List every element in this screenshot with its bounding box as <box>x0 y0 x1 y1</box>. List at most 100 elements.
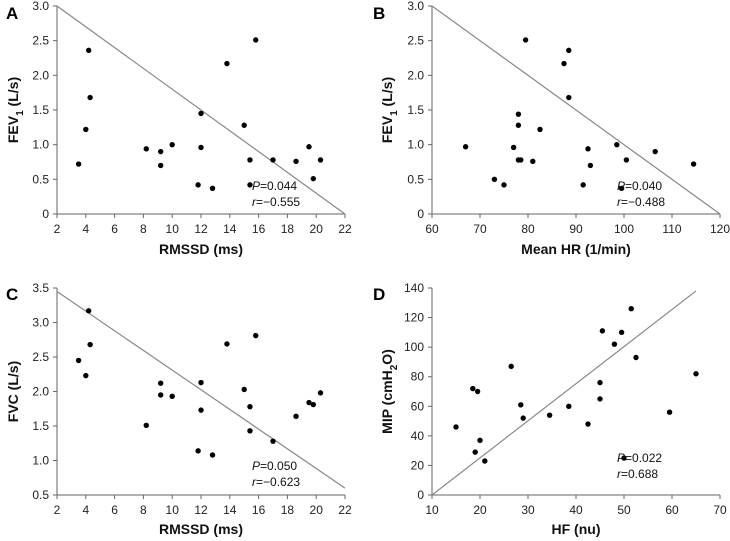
data-point <box>306 399 312 406</box>
data-point <box>293 158 299 165</box>
data-point <box>143 146 149 152</box>
x-axis-label: HF (nu) <box>552 521 601 537</box>
data-point <box>241 386 247 393</box>
x-tick-label: 70 <box>473 222 487 236</box>
x-tick-label: 18 <box>281 222 295 236</box>
data-point <box>85 47 92 54</box>
x-tick-label: 4 <box>82 222 89 236</box>
x-tick-label: 12 <box>194 503 208 517</box>
data-point <box>597 379 603 386</box>
x-tick-label: 30 <box>521 503 535 517</box>
data-point <box>561 60 567 67</box>
x-tick-label: 18 <box>281 503 295 517</box>
x-tick-label: 10 <box>425 503 439 517</box>
y-tick-label: 2.0 <box>32 385 49 399</box>
panel-b: B 0 0.5 1.0 1.5 2.0 2.5 3.0 60 70 80 90 100 110 120 Mea… <box>373 0 730 257</box>
r-symbol: r <box>617 195 622 209</box>
data-point <box>306 144 312 150</box>
data-point <box>224 341 230 347</box>
data-point <box>83 372 89 379</box>
data-point <box>515 111 522 117</box>
data-point <box>317 157 324 163</box>
data-point <box>623 157 630 163</box>
y-axis-label-subscript: 1 <box>389 110 400 116</box>
p-symbol: P <box>252 179 260 193</box>
data-point <box>566 403 572 409</box>
data-point <box>143 422 149 429</box>
x-axis-label: Mean HR (1/min) <box>521 241 631 257</box>
data-point <box>628 306 634 312</box>
y-tick-label: 1.5 <box>32 419 49 433</box>
data-point <box>566 47 572 54</box>
data-point <box>87 341 93 348</box>
data-point <box>253 37 259 43</box>
x-tick-label: 16 <box>252 503 266 517</box>
r-value-label: r=0.688 <box>617 467 658 481</box>
regression-line <box>431 290 697 496</box>
data-point <box>472 449 478 455</box>
data-point <box>587 162 594 169</box>
y-axis-label: MIP (cmH2O) <box>379 349 400 434</box>
p-value-label: P=0.040 <box>617 179 662 193</box>
data-point <box>693 371 699 377</box>
r-value: =−0.488 <box>621 195 665 209</box>
data-point <box>585 146 591 152</box>
data-point <box>470 385 476 392</box>
panel-letter-b: B <box>373 4 385 23</box>
data-point <box>518 157 524 163</box>
x-tick-label: 70 <box>713 503 727 517</box>
y-axis-label-main: MIP (cmH <box>379 370 395 434</box>
y-tick-label: 120 <box>404 311 424 325</box>
y-tick-label: 0.5 <box>32 488 49 502</box>
data-point <box>157 148 164 155</box>
x-tick-label: 12 <box>194 222 208 236</box>
data-point <box>515 122 522 128</box>
y-tick-label: 1.5 <box>32 103 49 117</box>
p-value: =0.044 <box>260 179 297 193</box>
p-value: =0.040 <box>625 179 662 193</box>
data-point <box>621 455 627 461</box>
y-tick-label: 80 <box>411 370 425 384</box>
data-point <box>690 161 697 167</box>
y-tick-label: 2.5 <box>407 34 424 48</box>
data-point <box>597 396 603 402</box>
y-tick-label: 0.5 <box>407 172 424 186</box>
x-tick-label: 120 <box>710 222 730 236</box>
p-symbol: P <box>252 459 260 473</box>
x-tick-label: 50 <box>617 503 631 517</box>
data-point <box>157 162 164 169</box>
data-point <box>209 185 216 192</box>
panel-letter-d: D <box>373 285 385 304</box>
data-point <box>546 412 553 418</box>
data-point <box>611 341 618 347</box>
regression-line <box>56 5 346 215</box>
y-tick-label: 0 <box>42 207 49 221</box>
data-point <box>317 390 324 396</box>
panel-letter-c: C <box>6 285 18 304</box>
data-point <box>537 126 543 133</box>
data-point <box>518 402 524 408</box>
panel-c: C 0.5 1.0 1.5 2.0 2.5 3.0 3.5 2 4 6 8 10 12 14 16 18 20 22… <box>5 281 352 537</box>
data-point <box>453 424 459 430</box>
p-value-label: P=0.050 <box>252 459 297 473</box>
data-point <box>530 158 536 165</box>
x-tick-label: 16 <box>252 222 266 236</box>
x-tick-label: 10 <box>166 222 180 236</box>
y-tick-label: 0.5 <box>32 172 49 186</box>
x-tick-label: 90 <box>569 222 583 236</box>
x-axis-label: RMSSD (ms) <box>159 241 243 257</box>
y-tick-label: 2.0 <box>407 68 424 82</box>
data-point <box>510 144 517 151</box>
x-tick-label: 2 <box>54 503 61 517</box>
data-point <box>85 308 92 314</box>
r-value: =−0.555 <box>256 195 300 209</box>
data-point <box>580 182 586 188</box>
y-tick-label: 0 <box>417 488 424 502</box>
x-tick-label: 40 <box>569 503 583 517</box>
y-tick-label: 1.0 <box>407 138 424 152</box>
y-axis-label-tail: O) <box>379 349 395 365</box>
data-point <box>83 126 89 133</box>
p-value: =0.050 <box>260 459 297 473</box>
y-tick-label: 3.0 <box>32 0 49 13</box>
